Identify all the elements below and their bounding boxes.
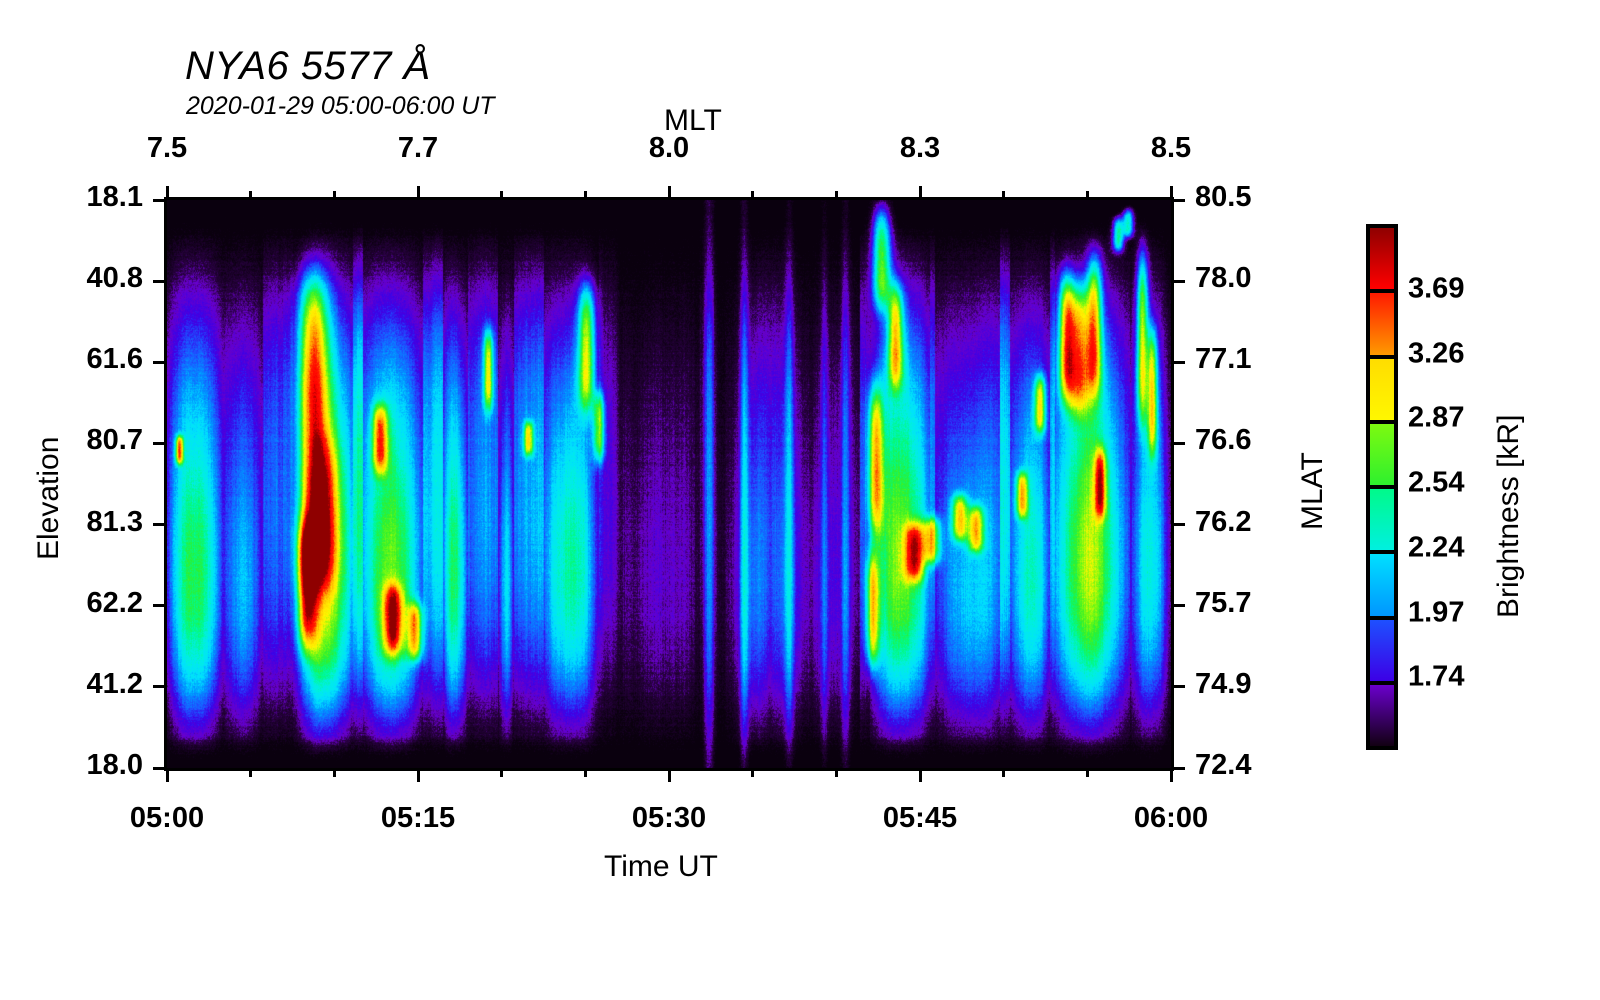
right-axis-tick-label: 80.5 xyxy=(1195,181,1252,213)
right-axis-major-tick xyxy=(1171,523,1185,527)
colorbar-segment xyxy=(1370,684,1394,746)
top-axis-minor-tick xyxy=(1002,191,1006,200)
top-axis-tick-label: 7.5 xyxy=(146,132,188,164)
right-axis-tick-label: 74.9 xyxy=(1195,667,1252,700)
top-axis-major-tick xyxy=(918,186,922,200)
bottom-axis-minor-tick xyxy=(1002,768,1006,777)
bottom-axis-major-tick xyxy=(416,768,420,782)
page-subtitle: 2020-01-29 05:00-06:00 UT xyxy=(186,92,495,120)
colorbar-tick-label: 3.69 xyxy=(1408,272,1465,305)
colorbar-segment xyxy=(1370,358,1394,424)
top-axis-minor-tick xyxy=(249,191,253,200)
top-axis-minor-tick xyxy=(751,191,755,200)
right-axis-major-tick xyxy=(1171,198,1185,202)
bottom-axis-major-tick xyxy=(918,768,922,782)
left-axis-name: Elevation xyxy=(32,436,65,560)
colorbar-tick-label: 1.74 xyxy=(1408,660,1465,693)
left-axis-tick-label: 40.8 xyxy=(86,262,143,295)
colorbar-axis-name: Brightness [kR] xyxy=(1492,414,1525,618)
left-axis-tick-label: 18.1 xyxy=(86,181,143,213)
right-axis-major-tick xyxy=(1171,685,1185,689)
right-axis-tick-label: 75.7 xyxy=(1195,586,1252,619)
left-axis-major-tick xyxy=(153,360,167,364)
left-axis-major-tick xyxy=(153,198,167,202)
bottom-axis-minor-tick xyxy=(332,768,336,777)
colorbar-tick-label: 2.24 xyxy=(1408,531,1465,564)
bottom-axis-major-tick xyxy=(1169,768,1173,782)
bottom-axis-tick-label: 05:00 xyxy=(129,802,205,834)
colorbar xyxy=(1366,224,1398,750)
bottom-axis-minor-tick xyxy=(751,768,755,777)
top-axis-major-tick xyxy=(667,186,671,200)
top-axis-minor-tick xyxy=(834,191,838,200)
right-axis-tick-label: 76.6 xyxy=(1195,424,1252,457)
keogram-plot-area xyxy=(164,197,1174,771)
colorbar-tick-label: 2.87 xyxy=(1408,401,1465,434)
bottom-axis-tick-label: 06:00 xyxy=(1133,802,1209,834)
top-axis-tick-label: 8.3 xyxy=(899,132,941,164)
right-axis-tick-label: 78.0 xyxy=(1195,262,1252,295)
right-axis-major-tick xyxy=(1171,441,1185,445)
right-axis-tick-label: 76.2 xyxy=(1195,505,1252,538)
right-axis-major-tick xyxy=(1171,766,1185,770)
bottom-axis-tick-label: 05:45 xyxy=(882,802,958,834)
bottom-axis-minor-tick xyxy=(834,768,838,777)
bottom-axis-major-tick xyxy=(667,768,671,782)
colorbar-tick-label: 3.26 xyxy=(1408,337,1465,369)
left-axis-tick-label: 81.3 xyxy=(86,505,143,538)
left-axis-tick-label: 18.0 xyxy=(86,749,143,781)
left-axis-major-tick xyxy=(153,523,167,527)
bottom-axis-tick-label: 05:15 xyxy=(380,802,456,834)
top-axis-tick-label: 7.7 xyxy=(397,132,439,164)
right-axis-tick-label: 72.4 xyxy=(1195,749,1252,781)
colorbar-segment xyxy=(1370,228,1394,294)
top-axis-major-tick xyxy=(165,186,169,200)
left-axis-tick-label: 61.6 xyxy=(86,343,143,376)
keogram-image xyxy=(167,200,1171,768)
bottom-axis-minor-tick xyxy=(249,768,253,777)
right-axis-name: MLAT xyxy=(1296,452,1329,530)
colorbar-tick-label: 1.97 xyxy=(1408,596,1465,628)
colorbar-segment xyxy=(1370,554,1394,620)
colorbar-segment xyxy=(1370,293,1394,359)
bottom-axis-minor-tick xyxy=(500,768,504,777)
left-axis-tick-label: 80.7 xyxy=(86,424,143,457)
bottom-axis-minor-tick xyxy=(583,768,587,777)
bottom-axis-minor-tick xyxy=(1085,768,1089,777)
top-axis-minor-tick xyxy=(500,191,504,200)
left-axis-major-tick xyxy=(153,604,167,608)
left-axis-major-tick xyxy=(153,766,167,770)
page-title: NYA6 5577 Å xyxy=(185,44,431,88)
colorbar-segment xyxy=(1370,423,1394,489)
colorbar-segment xyxy=(1370,489,1394,555)
left-axis-major-tick xyxy=(153,279,167,283)
top-axis-tick-label: 8.5 xyxy=(1150,132,1192,164)
top-axis-tick-label: 8.0 xyxy=(648,132,690,164)
left-axis-major-tick xyxy=(153,685,167,689)
bottom-axis-tick-label: 05:30 xyxy=(631,802,707,834)
top-axis-minor-tick xyxy=(1085,191,1089,200)
right-axis-major-tick xyxy=(1171,279,1185,283)
top-axis-minor-tick xyxy=(583,191,587,200)
colorbar-tick-label: 2.54 xyxy=(1408,466,1465,499)
top-axis-minor-tick xyxy=(332,191,336,200)
top-axis-major-tick xyxy=(1169,186,1173,200)
bottom-axis-name: Time UT xyxy=(604,850,718,883)
colorbar-segment xyxy=(1370,619,1394,685)
top-axis-major-tick xyxy=(416,186,420,200)
right-axis-major-tick xyxy=(1171,604,1185,608)
left-axis-major-tick xyxy=(153,441,167,445)
right-axis-tick-label: 77.1 xyxy=(1195,343,1252,376)
left-axis-tick-label: 62.2 xyxy=(86,586,143,619)
left-axis-tick-label: 41.2 xyxy=(86,667,143,700)
bottom-axis-major-tick xyxy=(165,768,169,782)
right-axis-major-tick xyxy=(1171,360,1185,364)
top-axis-name: MLT xyxy=(664,104,722,137)
